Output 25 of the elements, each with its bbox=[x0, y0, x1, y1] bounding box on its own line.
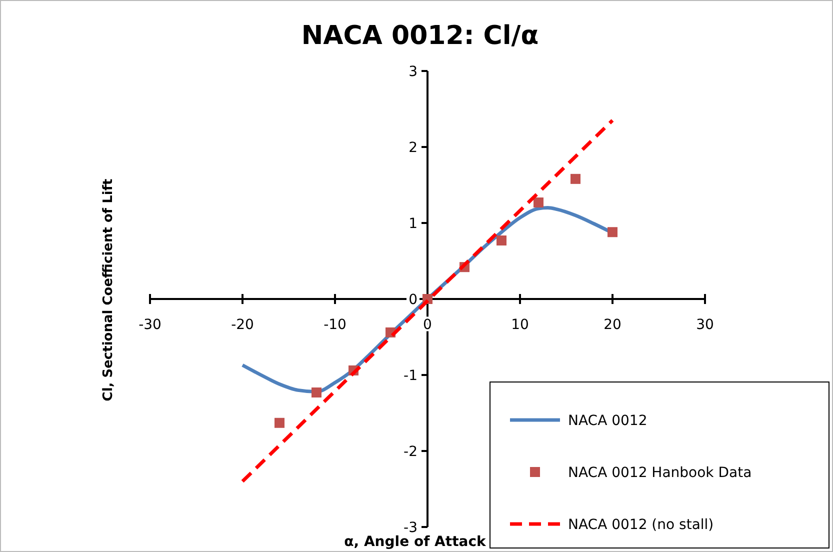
point bbox=[312, 387, 322, 398]
point bbox=[534, 197, 544, 208]
x-tick-label: -10 bbox=[324, 317, 346, 333]
y-tick-label: 0 bbox=[408, 292, 418, 308]
point bbox=[608, 227, 618, 238]
y-axis-title: Cl, Sectional Coefficient of Lift bbox=[101, 178, 116, 402]
legend-label: NACA 0012 bbox=[568, 413, 648, 429]
x-tick-label: 30 bbox=[696, 317, 714, 333]
x-tick-label: 20 bbox=[604, 317, 622, 333]
point bbox=[570, 174, 580, 184]
legend-label: NACA 0012 (no stall) bbox=[568, 517, 714, 533]
y-tick-label: -3 bbox=[404, 520, 418, 536]
x-tick-label: -30 bbox=[138, 317, 162, 333]
x-tick-label: -20 bbox=[231, 317, 254, 333]
point bbox=[274, 418, 284, 428]
y-tick-label: 3 bbox=[408, 64, 418, 80]
y-tick-label: -2 bbox=[404, 444, 418, 460]
legend-label: NACA 0012 Hanbook Data bbox=[568, 465, 752, 481]
y-tick-label: 2 bbox=[408, 140, 418, 156]
y-tick-label: 1 bbox=[408, 216, 418, 232]
point bbox=[496, 235, 506, 246]
x-axis-title: α, Angle of Attack bbox=[344, 534, 487, 550]
y-tick-label: -1 bbox=[404, 368, 418, 384]
chart-title: NACA 0012: Cl/α bbox=[301, 21, 539, 51]
x-tick-label: 10 bbox=[511, 317, 529, 333]
